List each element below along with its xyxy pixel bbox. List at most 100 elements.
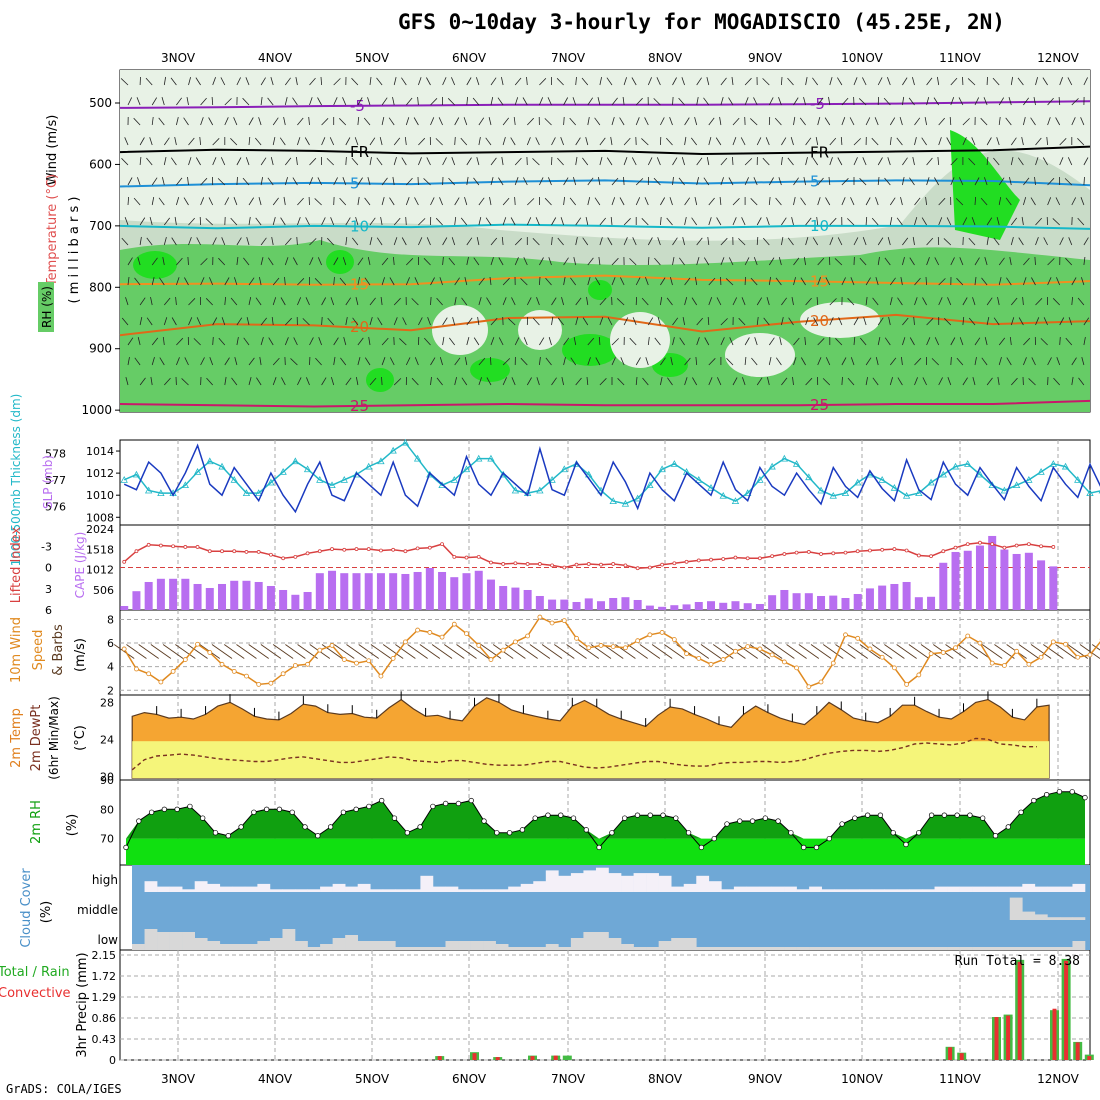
wind-barb xyxy=(513,116,516,126)
wind-barb xyxy=(972,376,976,386)
wind-barb xyxy=(405,197,410,206)
wind-barb xyxy=(1035,237,1039,246)
wind-barb xyxy=(971,217,976,226)
wind-barb xyxy=(1034,256,1036,266)
thickness-line-marker xyxy=(805,473,813,481)
wind-barb xyxy=(781,217,787,226)
wind-barb xyxy=(393,77,397,86)
wind-barb xyxy=(719,196,722,206)
thickness-line-marker xyxy=(756,476,764,483)
wind-barb xyxy=(742,377,746,386)
wind-barb xyxy=(139,217,146,226)
wind-barb-10m xyxy=(285,644,306,659)
wind-barb xyxy=(308,116,310,126)
rh2m-marker xyxy=(174,806,180,812)
wind-barb xyxy=(414,357,419,366)
wind-barb xyxy=(321,118,329,126)
wind-barb xyxy=(762,157,770,166)
wind-barb xyxy=(812,157,819,166)
lifted-index-line-marker xyxy=(146,542,151,547)
wind-barb xyxy=(548,336,552,346)
lifted-index-line-marker xyxy=(868,548,872,553)
wind-barb xyxy=(343,336,347,346)
wind-barb xyxy=(1023,257,1030,266)
wind-barb xyxy=(829,137,837,146)
wind-barb xyxy=(610,216,613,226)
wind-barb xyxy=(236,77,241,86)
wind-barb xyxy=(1053,377,1060,386)
cape-bar xyxy=(340,573,349,610)
wind-barb xyxy=(139,317,143,326)
wind-barb xyxy=(877,176,880,186)
wind-barb xyxy=(158,197,165,206)
thickness-line-marker xyxy=(707,483,715,491)
cloud-bar-high xyxy=(282,889,296,892)
wind-barb xyxy=(248,136,251,146)
thickness-line-marker xyxy=(670,460,679,467)
wind-barb xyxy=(176,337,184,346)
wind-barb xyxy=(575,316,579,326)
wind-barb xyxy=(351,77,359,86)
wind-barb xyxy=(297,377,302,386)
wind-barb xyxy=(645,357,649,366)
rh2m-marker xyxy=(506,830,513,836)
wind-barb-10m xyxy=(444,644,465,659)
wind-barb xyxy=(862,237,867,246)
cloud-bar-low xyxy=(909,947,923,950)
wind-barb xyxy=(1065,337,1073,346)
wind-barb xyxy=(828,96,831,106)
wind-barb xyxy=(744,177,749,186)
wind-barb xyxy=(849,117,855,126)
wind-barb xyxy=(272,197,279,206)
cloud-bar-high xyxy=(395,889,409,892)
cloud-bar-high xyxy=(947,886,960,892)
wind-barb-10m xyxy=(358,644,379,659)
wind-speed-line-marker xyxy=(696,656,702,661)
wind-barb xyxy=(351,237,359,246)
wind-barb xyxy=(707,316,710,326)
wind-barb xyxy=(1055,197,1061,206)
wind-barb xyxy=(998,177,1005,186)
wind-barb xyxy=(551,297,557,306)
wind-barb xyxy=(587,357,591,366)
wind-barb xyxy=(889,376,893,386)
wind-barb xyxy=(981,357,988,366)
lifted-index-line-marker xyxy=(244,550,249,554)
wind-speed-line-marker xyxy=(623,645,628,651)
cape-bar xyxy=(413,571,422,610)
cape-bar xyxy=(1024,552,1033,610)
wind-barb xyxy=(514,97,519,106)
lifted-index-line-marker xyxy=(843,550,848,555)
wind-barb xyxy=(781,297,788,306)
wind-barb xyxy=(607,317,613,326)
wind-barb xyxy=(998,356,1002,366)
wind-barb xyxy=(466,77,472,86)
wind-speed-line-marker xyxy=(757,646,763,652)
wind-barb xyxy=(520,278,528,286)
wind-barb xyxy=(187,256,189,266)
wind-barb xyxy=(184,277,189,286)
cloud-bar-low xyxy=(307,947,321,950)
wind-barb xyxy=(381,177,388,186)
wind-barb xyxy=(333,356,336,366)
rh-green-band xyxy=(120,240,1090,412)
wind-barb xyxy=(850,197,855,206)
cloud-bar-low xyxy=(232,944,246,950)
wind-barb xyxy=(272,377,277,386)
wind-barb xyxy=(472,97,480,106)
wind-barb xyxy=(909,177,915,186)
wind-barb xyxy=(800,277,806,286)
wind-speed-line-marker xyxy=(390,656,396,661)
cape-bar xyxy=(719,602,728,610)
wind-barb xyxy=(992,77,1000,86)
cloud-bar-low xyxy=(621,944,634,950)
wind-barb xyxy=(653,177,661,186)
cape-bar xyxy=(780,589,789,610)
wind-barb xyxy=(164,377,171,386)
wind-barb xyxy=(442,336,445,346)
wind-barb xyxy=(1022,296,1024,306)
lifted-index-line-marker xyxy=(794,550,799,555)
wind-barb xyxy=(508,318,516,326)
wind-speed-line-marker xyxy=(818,679,824,685)
wind-barb xyxy=(1018,317,1024,326)
